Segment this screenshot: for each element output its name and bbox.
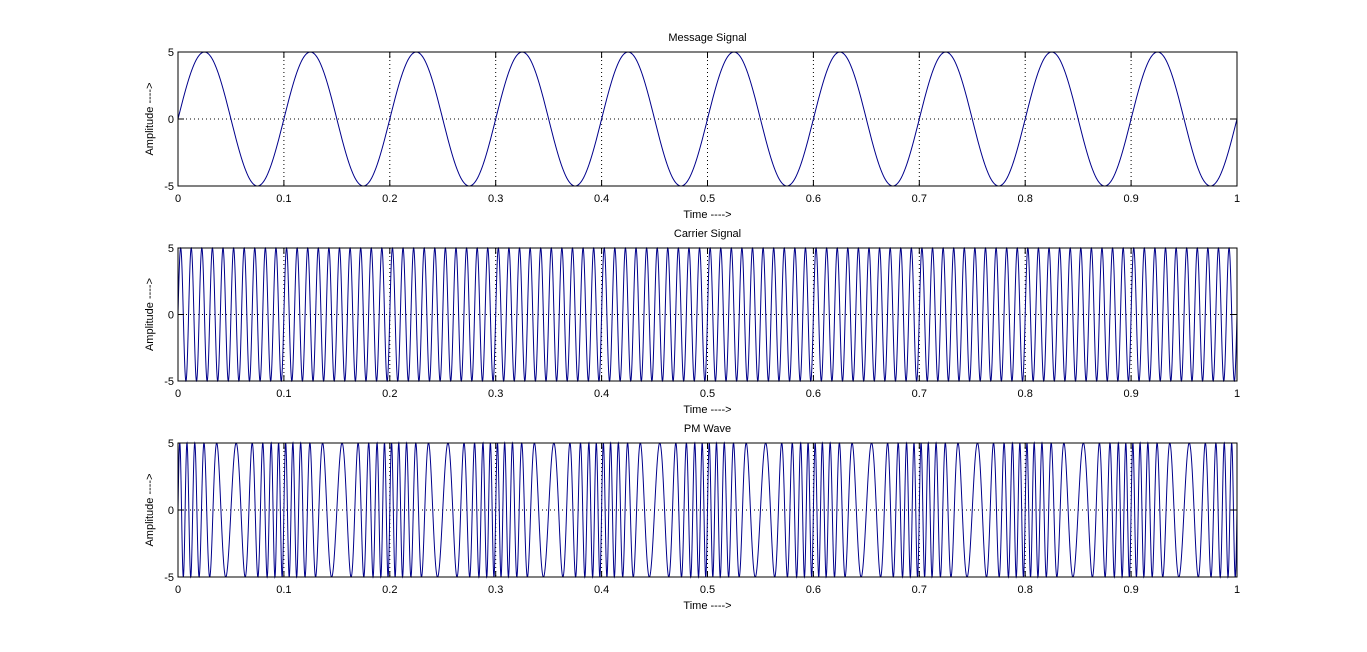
subplot-1: 0 0.1 0.2 0.3 0.4 0.5 0.6 0.7 0.8 0.9 1-505Message… [144, 32, 1240, 221]
x-tick-label: 0.3 [488, 584, 503, 596]
x-tick-label: 0.9 [1123, 584, 1138, 596]
x-tick-label: 0.7 [912, 584, 927, 596]
y-axis-label: Amplitude ----> [144, 82, 156, 155]
x-tick-label: 0.2 [382, 388, 397, 400]
x-tick-label: 0.4 [594, 584, 609, 596]
x-tick-label: 0.1 [276, 193, 291, 205]
signal-line [177, 246, 1238, 383]
x-tick-label: 0.3 [488, 193, 503, 205]
x-tick-label: 0.9 [1123, 388, 1138, 400]
x-tick-label: 0.6 [806, 193, 821, 205]
y-axis-label: Amplitude ----> [144, 278, 156, 351]
y-tick-label: -5 [164, 181, 174, 193]
x-tick-label: 0.3 [488, 388, 503, 400]
y-tick-label: 5 [168, 438, 174, 450]
x-tick-label: 0.7 [912, 193, 927, 205]
x-tick-label: 0.6 [806, 388, 821, 400]
x-axis-label: Time ----> [683, 404, 731, 416]
x-tick-label: 1 [1234, 193, 1240, 205]
x-tick-label: 1 [1234, 584, 1240, 596]
x-tick-label: 0.4 [594, 193, 609, 205]
y-tick-label: -5 [164, 376, 174, 388]
y-tick-label: 0 [168, 114, 174, 126]
subplot-title: Carrier Signal [674, 228, 741, 240]
x-tick-label: 0.1 [276, 388, 291, 400]
x-tick-label: 0 [175, 584, 181, 596]
x-tick-label: 0.8 [1018, 193, 1033, 205]
y-tick-label: 5 [168, 47, 174, 59]
x-tick-label: 0.8 [1018, 584, 1033, 596]
x-tick-label: 0.9 [1123, 193, 1138, 205]
x-tick-label: 0.5 [700, 584, 715, 596]
y-axis-label: Amplitude ----> [144, 473, 156, 546]
subplot-2: 0 0.1 0.2 0.3 0.4 0.5 0.6 0.7 0.8 0.9 1-505Carrier… [144, 228, 1240, 416]
x-axis-label: Time ----> [683, 209, 731, 221]
x-tick-label: 0.7 [912, 388, 927, 400]
x-tick-label: 0.5 [700, 193, 715, 205]
y-tick-label: 0 [168, 505, 174, 517]
x-tick-label: 0.4 [594, 388, 609, 400]
x-tick-label: 0.6 [806, 584, 821, 596]
y-tick-label: 5 [168, 243, 174, 255]
x-axis-label: Time ----> [683, 600, 731, 612]
x-tick-label: 0.8 [1018, 388, 1033, 400]
y-tick-label: 0 [168, 310, 174, 322]
y-tick-label: -5 [164, 572, 174, 584]
x-tick-label: 0.2 [382, 584, 397, 596]
x-tick-label: 0.1 [276, 584, 291, 596]
signal-line [177, 51, 1238, 187]
x-tick-label: 1 [1234, 388, 1240, 400]
x-tick-label: 0 [175, 193, 181, 205]
subplot-title: Message Signal [668, 32, 746, 44]
x-tick-label: 0.5 [700, 388, 715, 400]
x-tick-label: 0 [175, 388, 181, 400]
signal-line [177, 441, 1238, 579]
x-tick-label: 0.2 [382, 193, 397, 205]
subplot-title: PM Wave [684, 423, 731, 435]
